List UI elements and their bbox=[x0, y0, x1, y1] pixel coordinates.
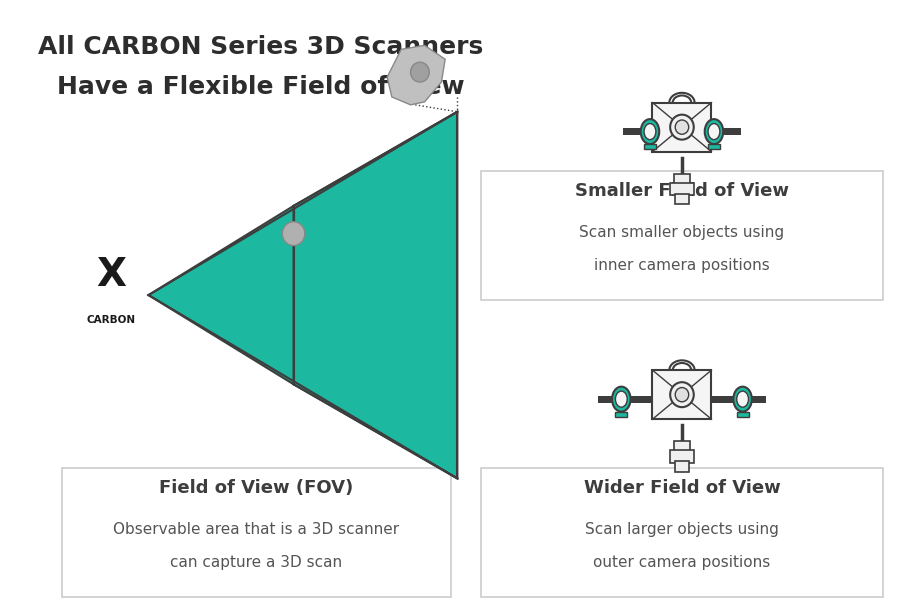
Bar bbox=[652, 102, 711, 152]
Bar bbox=[673, 174, 690, 185]
Polygon shape bbox=[293, 112, 457, 478]
Ellipse shape bbox=[708, 124, 720, 140]
FancyBboxPatch shape bbox=[481, 468, 883, 597]
Text: Smaller Field of View: Smaller Field of View bbox=[575, 182, 789, 200]
Bar bbox=[623, 128, 741, 135]
Text: X: X bbox=[96, 256, 126, 294]
Bar bbox=[708, 144, 720, 149]
Text: Have a Flexible Field of View: Have a Flexible Field of View bbox=[57, 75, 464, 99]
Bar bbox=[598, 395, 766, 403]
Bar bbox=[652, 370, 711, 419]
Bar bbox=[670, 183, 694, 195]
Ellipse shape bbox=[737, 391, 749, 407]
Text: can capture a 3D scan: can capture a 3D scan bbox=[170, 555, 342, 570]
Text: outer camera positions: outer camera positions bbox=[593, 555, 770, 570]
Ellipse shape bbox=[641, 119, 659, 144]
Circle shape bbox=[675, 387, 688, 402]
Ellipse shape bbox=[644, 124, 656, 140]
Text: Observable area that is a 3D scanner: Observable area that is a 3D scanner bbox=[113, 522, 400, 537]
Ellipse shape bbox=[616, 391, 627, 407]
Bar bbox=[670, 450, 694, 463]
Circle shape bbox=[410, 62, 429, 82]
Ellipse shape bbox=[734, 387, 752, 412]
Ellipse shape bbox=[705, 119, 724, 144]
Text: All CARBON Series 3D Scanners: All CARBON Series 3D Scanners bbox=[38, 35, 483, 59]
Circle shape bbox=[670, 382, 694, 407]
Text: Field of View (FOV): Field of View (FOV) bbox=[159, 479, 353, 497]
Bar bbox=[675, 461, 688, 472]
FancyBboxPatch shape bbox=[481, 171, 883, 300]
Circle shape bbox=[675, 120, 688, 134]
Bar bbox=[737, 412, 749, 417]
Text: inner camera positions: inner camera positions bbox=[594, 258, 770, 273]
Text: Wider Field of View: Wider Field of View bbox=[583, 479, 780, 497]
Text: CARBON: CARBON bbox=[86, 315, 136, 325]
Text: Scan larger objects using: Scan larger objects using bbox=[585, 522, 778, 537]
Polygon shape bbox=[387, 45, 446, 105]
Circle shape bbox=[283, 222, 305, 246]
Bar bbox=[673, 442, 690, 452]
Bar bbox=[616, 412, 627, 417]
FancyBboxPatch shape bbox=[62, 468, 451, 597]
Bar bbox=[675, 193, 688, 204]
Text: Scan smaller objects using: Scan smaller objects using bbox=[580, 225, 785, 240]
Ellipse shape bbox=[612, 387, 631, 412]
Bar bbox=[644, 144, 656, 149]
Polygon shape bbox=[148, 206, 293, 384]
Circle shape bbox=[670, 115, 694, 140]
